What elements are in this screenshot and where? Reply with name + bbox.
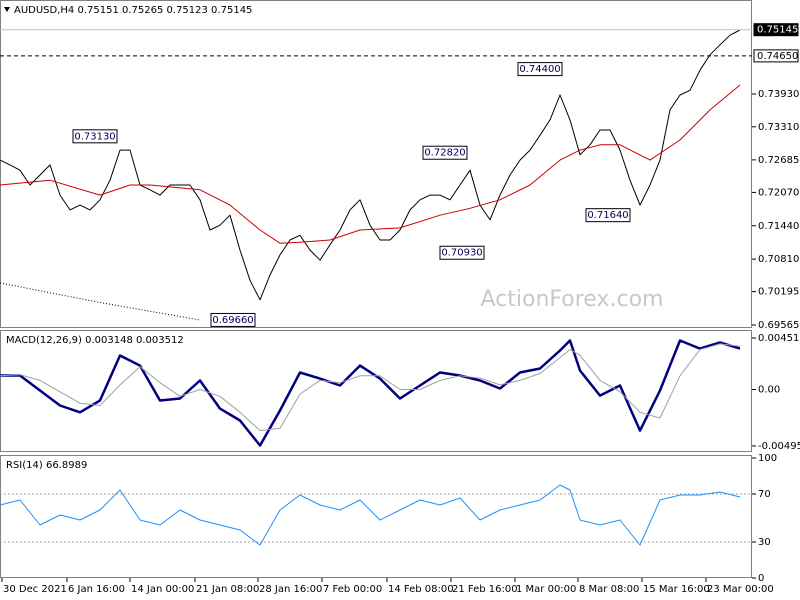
y-tick-label: 0.73310 <box>758 122 799 133</box>
price-label: 0.74650 <box>757 51 798 62</box>
series-line <box>0 339 741 447</box>
series-group <box>0 29 741 321</box>
y-tick-label: 0 <box>758 573 764 584</box>
title-marker <box>4 7 10 12</box>
watermark: ActionForex.com <box>481 287 664 312</box>
y-tick-label: 0.004517 <box>758 333 800 344</box>
annotation-box <box>585 208 631 223</box>
annotation-label: 0.73130 <box>74 131 115 142</box>
annotation-box <box>439 245 485 260</box>
series-line <box>0 343 741 432</box>
y-tick-label: 0.69565 <box>758 320 799 331</box>
annotation-label: 0.70930 <box>441 248 482 259</box>
x-tick-label: 23 Mar 00:00 <box>707 584 774 595</box>
annotation-label: 0.69660 <box>212 315 253 326</box>
x-tick-label: 7 Feb 00:00 <box>323 584 382 595</box>
x-tick-label: 8 Mar 08:00 <box>579 584 639 595</box>
x-tick-label: 6 Jan 16:00 <box>68 584 125 595</box>
y-tick-label: 70 <box>758 489 771 500</box>
annotation-label: 0.74400 <box>519 64 560 75</box>
series-line <box>0 29 741 301</box>
y-tick-label: 0.73930 <box>758 89 799 100</box>
x-tick-label: 14 Feb 08:00 <box>388 584 454 595</box>
series-group <box>0 339 741 447</box>
panel-frame <box>0 0 752 328</box>
annotation-box <box>422 145 468 160</box>
y-tick-label: 0.71440 <box>758 221 799 232</box>
y-tick-label: 100 <box>758 453 777 464</box>
annotation-box <box>210 312 256 327</box>
y-tick-label: -0.00495 <box>758 441 800 452</box>
x-tick-label: 21 Jan 08:00 <box>196 584 259 595</box>
y-tick-label: 0.70810 <box>758 254 799 265</box>
x-tick-label: 14 Jan 00:00 <box>131 584 194 595</box>
price-label-box <box>753 49 799 63</box>
annotation-label: 0.71640 <box>587 210 628 221</box>
annotation-label: 0.72820 <box>424 148 465 159</box>
y-tick-label: 30 <box>758 537 771 548</box>
panel-title: RSI(14) 66.8989 <box>6 460 87 471</box>
x-tick-label: 21 Feb 16:00 <box>452 584 518 595</box>
x-tick-label: 28 Jan 16:00 <box>259 584 322 595</box>
x-tick-label: 15 Mar 16:00 <box>643 584 710 595</box>
panel-title: AUDUSD,H4 0.75151 0.75265 0.75123 0.7514… <box>14 5 252 16</box>
price-label-box <box>753 23 799 37</box>
annotation-box <box>72 129 118 144</box>
y-tick-label: 0.70195 <box>758 287 799 298</box>
y-tick-label: 0.72685 <box>758 155 799 166</box>
series-line <box>0 484 741 546</box>
price-label: 0.75145 <box>757 25 798 36</box>
panel-frame <box>0 330 752 452</box>
x-tick-label: 30 Dec 2021 <box>3 584 67 595</box>
series-line <box>0 84 741 244</box>
y-tick-label: 0.72070 <box>758 187 799 198</box>
panel-frame <box>0 455 752 578</box>
series-group <box>0 484 741 546</box>
x-tick-label: 1 Mar 00:00 <box>516 584 576 595</box>
series-line <box>0 282 201 321</box>
panel-title: MACD(12,26,9) 0.003148 0.003512 <box>6 335 184 346</box>
y-tick-label: 0.00 <box>758 385 780 396</box>
annotation-box <box>517 62 563 77</box>
